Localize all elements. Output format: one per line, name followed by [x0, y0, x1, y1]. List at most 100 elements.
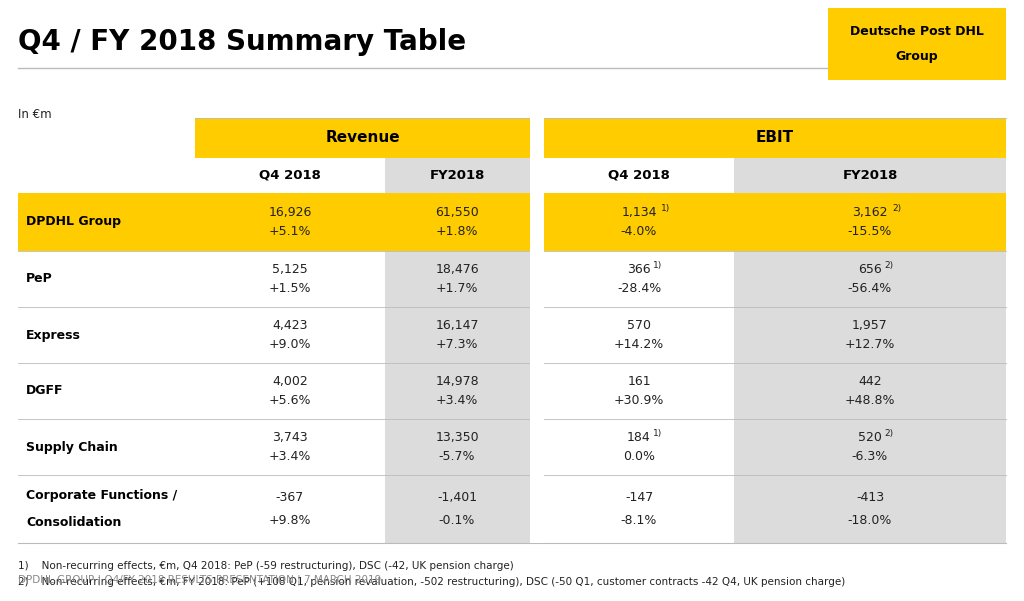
Bar: [18, 193, 1006, 251]
Text: -56.4%: -56.4%: [848, 282, 892, 295]
Text: Supply Chain: Supply Chain: [26, 441, 118, 454]
Bar: [734, 307, 1006, 363]
Text: 1): 1): [653, 261, 663, 270]
Text: Corporate Functions /: Corporate Functions /: [26, 489, 177, 502]
Text: 1): 1): [662, 204, 671, 213]
Text: -5.7%: -5.7%: [438, 450, 475, 463]
Bar: [385, 307, 530, 363]
Text: 0.0%: 0.0%: [623, 450, 655, 463]
Bar: [544, 158, 734, 193]
Text: +9.8%: +9.8%: [268, 514, 311, 527]
Text: +3.4%: +3.4%: [269, 450, 311, 463]
Bar: [734, 419, 1006, 475]
Text: +12.7%: +12.7%: [845, 338, 895, 351]
Text: In €m: In €m: [18, 108, 51, 120]
Text: 2): 2): [884, 261, 893, 270]
Text: -8.1%: -8.1%: [621, 514, 657, 527]
Text: DPDHL Group: DPDHL Group: [26, 216, 121, 228]
Text: PeP: PeP: [26, 272, 53, 285]
Text: +9.0%: +9.0%: [268, 338, 311, 351]
Text: Q4 2018: Q4 2018: [608, 169, 670, 182]
Text: 1)    Non-recurring effects, €m, Q4 2018: PeP (-59 restructuring), DSC (-42, UK : 1) Non-recurring effects, €m, Q4 2018: P…: [18, 561, 514, 571]
Text: Revenue: Revenue: [326, 130, 399, 145]
Text: 1,957: 1,957: [852, 319, 888, 332]
Text: +30.9%: +30.9%: [613, 394, 665, 407]
Text: +1.5%: +1.5%: [268, 282, 311, 295]
Text: -28.4%: -28.4%: [616, 282, 662, 295]
Text: 13,350: 13,350: [435, 431, 479, 444]
Bar: [195, 118, 530, 158]
Bar: [18, 475, 1006, 543]
Text: 570: 570: [627, 319, 651, 332]
Text: +1.8%: +1.8%: [436, 225, 478, 239]
Text: +3.4%: +3.4%: [436, 394, 478, 407]
Text: 656: 656: [858, 263, 882, 276]
Text: 3,743: 3,743: [272, 431, 308, 444]
Text: -4.0%: -4.0%: [621, 225, 657, 239]
Text: -367: -367: [275, 491, 304, 504]
Text: DPDHL GROUP | Q4/FY 2018 RESULTS PRESENTATION | 7 MARCH 2019: DPDHL GROUP | Q4/FY 2018 RESULTS PRESENT…: [18, 575, 381, 585]
Text: 2)    Non-recurring effects, €m, FY 2018: PeP (+108 Q1, pension revaluation, -50: 2) Non-recurring effects, €m, FY 2018: P…: [18, 577, 845, 587]
Bar: [385, 251, 530, 307]
Bar: [734, 251, 1006, 307]
Text: Group: Group: [896, 50, 938, 64]
Text: +14.2%: +14.2%: [613, 338, 665, 351]
Text: 16,147: 16,147: [435, 319, 479, 332]
Text: FY2018: FY2018: [843, 169, 898, 182]
Bar: [530, 118, 544, 543]
Bar: [385, 419, 530, 475]
Bar: [385, 363, 530, 419]
Text: 18,476: 18,476: [435, 263, 479, 276]
Text: 2): 2): [884, 429, 893, 438]
Bar: [18, 363, 1006, 419]
Bar: [195, 158, 385, 193]
Text: -413: -413: [856, 491, 884, 504]
Text: +5.6%: +5.6%: [268, 394, 311, 407]
Text: Express: Express: [26, 329, 81, 341]
Bar: [18, 419, 1006, 475]
Bar: [544, 193, 734, 251]
Text: 61,550: 61,550: [435, 206, 479, 219]
Bar: [734, 193, 1006, 251]
Text: -18.0%: -18.0%: [848, 514, 892, 527]
Text: +48.8%: +48.8%: [845, 394, 895, 407]
Bar: [195, 193, 385, 251]
Text: -1,401: -1,401: [437, 491, 477, 504]
Text: 1,134: 1,134: [622, 206, 656, 219]
Text: 520: 520: [858, 431, 882, 444]
Bar: [385, 193, 530, 251]
Text: Q4 2018: Q4 2018: [259, 169, 321, 182]
Text: FY2018: FY2018: [429, 169, 484, 182]
Bar: [544, 118, 1006, 158]
Text: +5.1%: +5.1%: [268, 225, 311, 239]
Text: 5,125: 5,125: [272, 263, 308, 276]
Text: 1): 1): [653, 429, 663, 438]
Text: 16,926: 16,926: [268, 206, 311, 219]
Text: 14,978: 14,978: [435, 375, 479, 388]
Bar: [734, 363, 1006, 419]
Text: 161: 161: [627, 375, 651, 388]
Text: Q4 / FY 2018 Summary Table: Q4 / FY 2018 Summary Table: [18, 28, 466, 56]
Text: 184: 184: [627, 431, 651, 444]
Text: DGFF: DGFF: [26, 385, 63, 397]
Text: -6.3%: -6.3%: [852, 450, 888, 463]
Text: 442: 442: [858, 375, 882, 388]
Text: -0.1%: -0.1%: [439, 514, 475, 527]
Text: 3,162: 3,162: [852, 206, 888, 219]
Bar: [828, 8, 1006, 80]
Bar: [734, 158, 1006, 193]
Text: 4,002: 4,002: [272, 375, 308, 388]
Text: -15.5%: -15.5%: [848, 225, 892, 239]
Text: 366: 366: [627, 263, 651, 276]
Text: Deutsche Post DHL: Deutsche Post DHL: [850, 25, 984, 37]
Text: 4,423: 4,423: [272, 319, 308, 332]
Text: EBIT: EBIT: [756, 130, 794, 145]
Text: 2): 2): [892, 204, 901, 213]
Text: Consolidation: Consolidation: [26, 516, 122, 529]
Bar: [385, 475, 530, 543]
Text: +1.7%: +1.7%: [436, 282, 478, 295]
Text: -147: -147: [625, 491, 653, 504]
Bar: [734, 475, 1006, 543]
Bar: [18, 251, 1006, 307]
Bar: [18, 307, 1006, 363]
